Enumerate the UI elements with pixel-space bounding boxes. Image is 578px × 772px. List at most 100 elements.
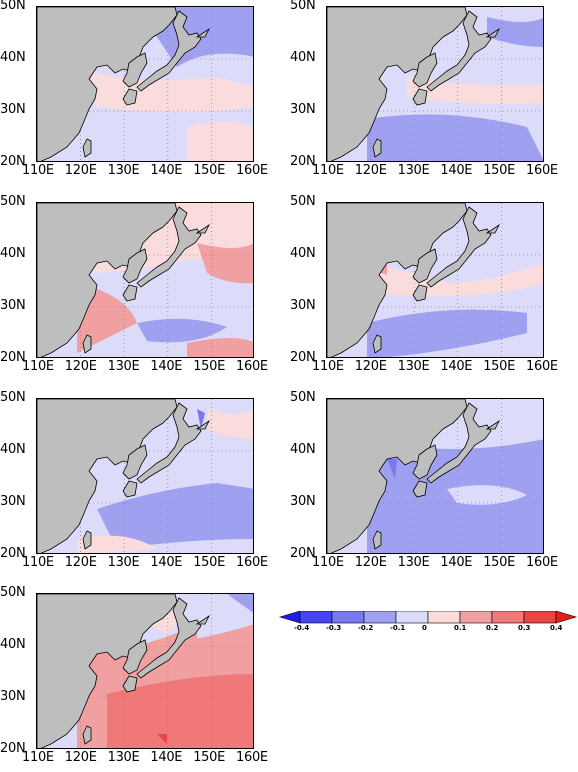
sakhalin-landmass — [485, 223, 501, 234]
kyushu-landmass — [122, 675, 138, 693]
latitude-tick-label: 40N — [0, 50, 26, 65]
latitude-tick-label: 30N — [0, 689, 26, 704]
longitude-tick-label: 130E — [107, 750, 140, 765]
japan-landmass — [426, 10, 492, 92]
longitude-tick-label: 130E — [107, 359, 140, 374]
colorbar-segment — [331, 610, 365, 624]
colorbar-tick-label: -0.3 — [326, 624, 342, 632]
anomaly-contour-region — [367, 309, 527, 357]
anomaly-contour-region — [97, 483, 253, 549]
taiwan-landmass — [82, 725, 92, 745]
colorbar-tick-label: -0.2 — [358, 624, 374, 632]
colorbar-segment — [427, 610, 461, 624]
latitude-tick-label: 30N — [0, 298, 26, 313]
longitude-tick-label: 160E — [526, 163, 558, 178]
taiwan-landmass — [82, 138, 92, 158]
latitude-tick-label: 30N — [290, 494, 316, 509]
longitude-tick-label: 120E — [64, 750, 97, 765]
latitude-tick-label: 30N — [290, 298, 316, 313]
korea-landmass — [122, 444, 148, 480]
japan-landmass — [136, 597, 202, 679]
longitude-tick-label: 120E — [354, 555, 387, 570]
korea-landmass — [412, 248, 438, 284]
china-landmass — [327, 399, 468, 553]
latitude-tick-label: 40N — [0, 637, 26, 652]
longitude-tick-label: 140E — [150, 359, 183, 374]
anomaly-contour-region — [367, 263, 543, 297]
longitude-tick-label: 160E — [236, 163, 268, 178]
sakhalin-landmass — [195, 614, 211, 625]
kyushu-landmass — [122, 480, 138, 498]
sakhalin-landmass — [195, 419, 211, 430]
longitude-tick-label: 160E — [236, 555, 268, 570]
latitude-tick-label: 50N — [0, 0, 26, 13]
japan-landmass — [136, 10, 202, 92]
taiwan-landmass — [82, 334, 92, 354]
latitude-tick-label: 20N — [290, 350, 316, 365]
anomaly-contour-region — [137, 318, 227, 343]
longitude-tick-label: 150E — [193, 163, 226, 178]
longitude-tick-label: 120E — [64, 555, 97, 570]
anomaly-map — [37, 203, 253, 357]
anomaly-contour-region — [157, 734, 167, 744]
sakhalin-landmass — [195, 223, 211, 234]
anomaly-map — [327, 7, 543, 161]
longitude-tick-label: 120E — [354, 163, 387, 178]
colorbar-tick-label: 0.1 — [454, 624, 467, 632]
longitude-tick-label: 110E — [22, 555, 54, 570]
colorbar-segment — [491, 610, 525, 624]
latitude-tick-label: 20N — [0, 154, 26, 169]
anomaly-contour-region — [107, 674, 253, 748]
latitude-tick-label: 30N — [0, 102, 26, 117]
korea-landmass — [122, 52, 148, 88]
longitude-tick-label: 160E — [236, 359, 268, 374]
latitude-tick-label: 50N — [0, 585, 26, 600]
sakhalin-landmass — [195, 27, 211, 38]
longitude-tick-label: 150E — [193, 555, 226, 570]
colorbar-tick-label: 0.4 — [550, 624, 563, 632]
colorbar-right-arrow — [555, 610, 578, 624]
taiwan-landmass — [82, 530, 92, 550]
korea-landmass — [412, 444, 438, 480]
latitude-tick-label: 20N — [290, 154, 316, 169]
longitude-tick-label: 140E — [440, 359, 473, 374]
kyushu-landmass — [412, 480, 428, 498]
anomaly-contour-region — [387, 459, 397, 479]
longitude-tick-label: 110E — [312, 555, 344, 570]
longitude-tick-label: 150E — [193, 750, 226, 765]
longitude-tick-label: 140E — [150, 555, 183, 570]
colorbar-tick-label: -0.1 — [390, 624, 406, 632]
anomaly-contour-region — [367, 114, 543, 161]
colorbar: -0.4 -0.3 -0.2 -0.1 0 0.1 0.2 0.3 0.4 — [278, 610, 578, 635]
longitude-tick-label: 110E — [22, 163, 54, 178]
latitude-tick-label: 40N — [290, 50, 316, 65]
colorbar-segment — [523, 610, 557, 624]
longitude-tick-label: 160E — [526, 359, 558, 374]
longitude-tick-label: 140E — [150, 750, 183, 765]
map-plot-area — [36, 398, 254, 554]
map-plot-area — [36, 202, 254, 358]
colorbar-tick-label: 0.2 — [486, 624, 499, 632]
longitude-tick-label: 110E — [22, 359, 54, 374]
anomaly-contour-region — [197, 409, 205, 429]
anomaly-map — [327, 399, 543, 553]
anomaly-contour-region — [187, 122, 253, 161]
colorbar-tick-label: 0 — [422, 624, 427, 632]
colorbar-segment — [299, 610, 333, 624]
anomaly-contour-region — [197, 243, 253, 284]
colorbar-segment — [395, 610, 429, 624]
colorbar-segment — [363, 610, 397, 624]
kyushu-landmass — [412, 88, 428, 106]
anomaly-contour-region — [447, 485, 527, 505]
map-plot-area — [326, 6, 544, 162]
china-landmass — [327, 203, 468, 357]
longitude-tick-label: 140E — [150, 163, 183, 178]
map-plot-area — [36, 6, 254, 162]
latitude-tick-label: 40N — [290, 442, 316, 457]
anomaly-contour-region — [77, 535, 157, 553]
longitude-tick-label: 150E — [193, 359, 226, 374]
japan-landmass — [136, 402, 202, 484]
china-landmass — [37, 399, 178, 553]
latitude-tick-label: 20N — [0, 350, 26, 365]
sakhalin-landmass — [485, 27, 501, 38]
